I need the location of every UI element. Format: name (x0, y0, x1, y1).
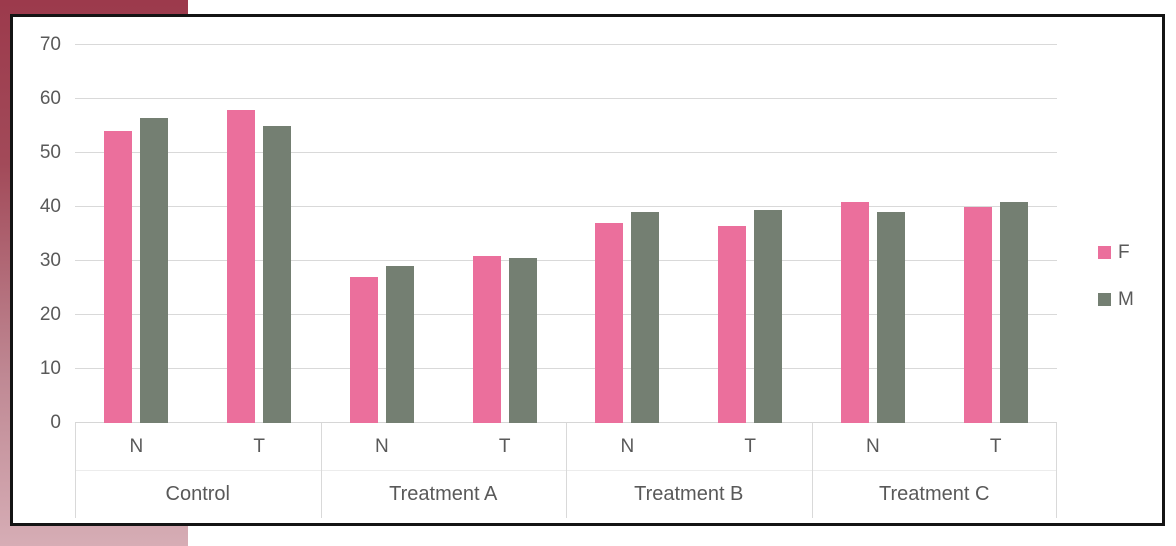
bar-f-control-t[interactable] (227, 109, 256, 423)
category-separator (75, 423, 76, 518)
y-tick-label-20: 20 (39, 304, 61, 325)
category-separator (320, 423, 322, 518)
bar-m-control-t[interactable] (263, 126, 292, 423)
y-tick-label-50: 50 (39, 142, 61, 163)
legend-label-m: M (1118, 289, 1134, 310)
bar-f-treatment-b-n[interactable] (595, 223, 624, 423)
subcategory-label: T (253, 435, 265, 457)
subcategory-label: N (866, 435, 880, 457)
y-tick-label-60: 60 (39, 88, 61, 109)
bar-m-control-n[interactable] (140, 117, 169, 423)
group-label-treatment-b: Treatment B (634, 482, 744, 505)
category-slot-2 (321, 45, 444, 423)
y-tick-label-40: 40 (39, 196, 61, 217)
gridline-20 (75, 314, 1057, 315)
y-axis: 0 10 20 30 40 50 60 70 (13, 34, 61, 433)
subcategory-label: N (620, 435, 635, 457)
bar-f-treatment-b-t[interactable] (718, 225, 747, 423)
bar-f-treatment-c-n[interactable] (840, 201, 869, 423)
gridline-30 (75, 260, 1057, 261)
bars-layer (75, 45, 1057, 423)
subcategory-label: T (498, 435, 511, 457)
group-label-treatment-c: Treatment C (879, 482, 990, 505)
category-slot-7 (934, 45, 1057, 423)
group-label-treatment-a: Treatment A (389, 482, 498, 505)
category-axis: N T N T N T N T Control Treatment A Treatment B Tr… (75, 423, 1057, 518)
bar-f-control-n[interactable] (104, 131, 133, 423)
gridline-40 (75, 206, 1057, 207)
bar-m-treatment-b-t[interactable] (754, 209, 783, 423)
y-tick-label-0: 0 (50, 412, 61, 433)
y-tick-label-30: 30 (39, 250, 61, 271)
subcategory-label: T (989, 435, 1002, 457)
legend-item-m[interactable]: M (1098, 290, 1134, 309)
category-separator (566, 423, 567, 518)
gridline-70 (75, 44, 1057, 45)
bar-m-treatment-a-t[interactable] (508, 258, 537, 423)
category-slot-4 (566, 45, 689, 423)
category-separator (1056, 423, 1057, 518)
bar-f-treatment-c-t[interactable] (963, 207, 992, 423)
category-slot-3 (443, 45, 566, 423)
bar-m-treatment-c-n[interactable] (876, 212, 905, 423)
bar-f-treatment-a-t[interactable] (472, 255, 501, 423)
y-tick-label-70: 70 (39, 34, 61, 55)
group-label-row: Control Treatment A Treatment B Treatment C (75, 470, 1057, 518)
category-slot-5 (689, 45, 812, 423)
category-slot-6 (812, 45, 935, 423)
bar-f-treatment-a-n[interactable] (349, 277, 378, 423)
subcategory-label: T (744, 435, 756, 457)
legend-swatch-f (1098, 246, 1111, 259)
subcategory-label: N (375, 435, 389, 457)
group-label-control: Control (165, 482, 230, 505)
category-slot-0 (75, 45, 198, 423)
bar-m-treatment-a-n[interactable] (385, 266, 414, 423)
category-slot-1 (198, 45, 321, 423)
chart-panel: 0 10 20 30 40 50 60 70 N T N T N T N T Control Treatmen… (10, 14, 1165, 526)
category-separator (811, 423, 813, 518)
subcategory-label: N (129, 435, 144, 457)
gridline-60 (75, 98, 1057, 99)
gridline-50 (75, 152, 1057, 153)
y-tick-label-10: 10 (39, 358, 61, 379)
bar-m-treatment-b-n[interactable] (631, 212, 660, 423)
legend-label-f: F (1118, 242, 1130, 263)
plot-area (75, 44, 1057, 423)
x-axis-line (75, 422, 1057, 423)
gridline-10 (75, 368, 1057, 369)
legend-item-f[interactable]: F (1098, 243, 1134, 262)
legend-swatch-m (1098, 293, 1111, 306)
bar-m-treatment-c-t[interactable] (999, 201, 1028, 423)
